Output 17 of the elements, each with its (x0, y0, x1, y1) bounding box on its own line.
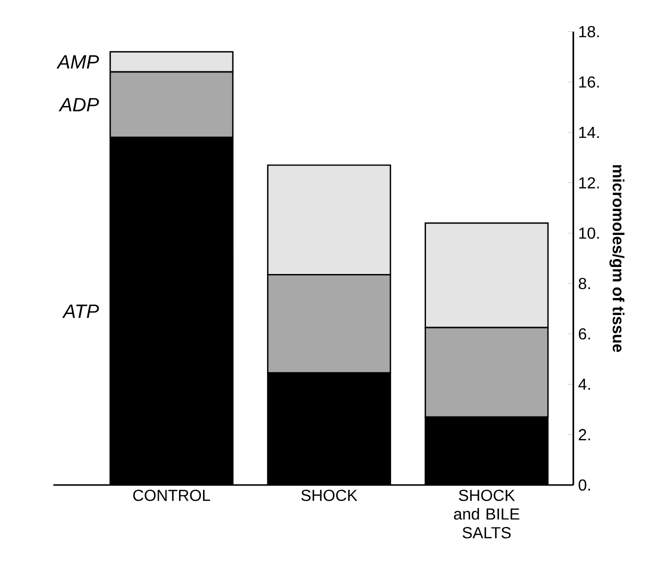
x-tick-label: SHOCK and BILE SALTS (454, 490, 520, 538)
x-tick-label: SHOCK (301, 490, 358, 502)
y-tick-label: 2. (578, 429, 590, 440)
y-tick-label: 16. (579, 76, 599, 88)
y-tick-label: 6. (578, 328, 590, 340)
y-axis-title: micromoles/gm of tissue (609, 165, 624, 352)
y-tick-label: 14. (579, 126, 599, 138)
y-tick-label: 4. (578, 378, 590, 390)
series-label: ATP (62, 304, 99, 318)
y-tick-label: 8. (578, 278, 590, 290)
y-tick-label: 18. (579, 26, 599, 38)
y-tick-label: 10. (579, 227, 599, 239)
x-tick-label: CONTROL (133, 490, 210, 502)
series-label: AMP (56, 55, 99, 68)
y-tick-label: 0. (578, 479, 590, 491)
y-tick-label: 12. (579, 177, 599, 188)
series-label: ADP (58, 98, 99, 112)
